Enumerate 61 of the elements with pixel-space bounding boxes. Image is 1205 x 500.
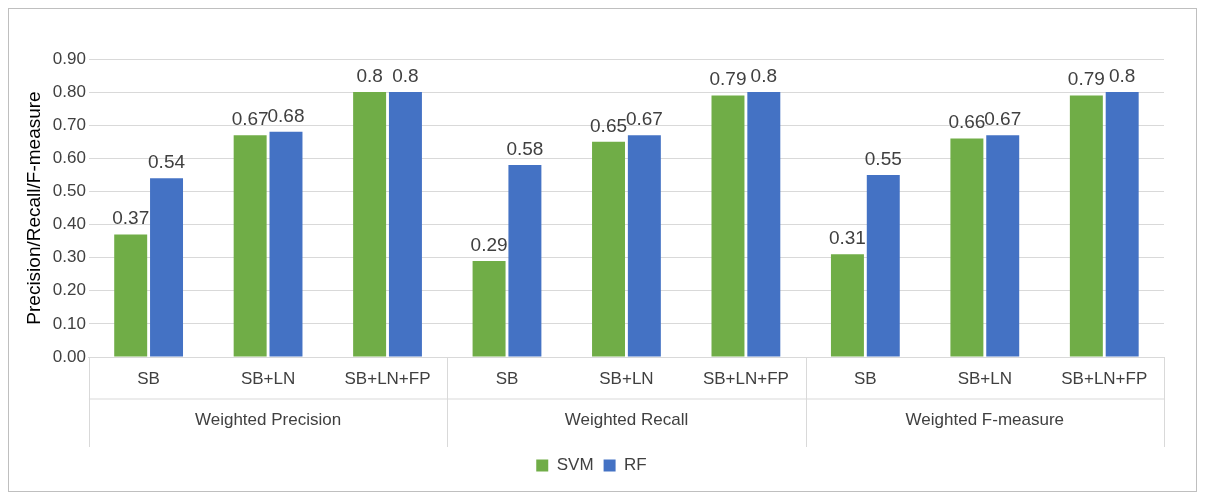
x-tick-label: SB <box>854 368 877 388</box>
bar <box>233 135 267 357</box>
data-label: 0.65 <box>590 114 628 136</box>
data-label: 0.8 <box>392 64 419 86</box>
legend-label: SVM <box>556 455 594 475</box>
data-label: 0.68 <box>267 104 305 126</box>
y-tick-label: 0.70 <box>52 114 86 134</box>
data-label: 0.67 <box>984 107 1022 129</box>
data-label: 0.55 <box>864 147 902 169</box>
bar <box>747 92 781 357</box>
bar <box>388 92 422 357</box>
x-tick-label: SB+LN <box>240 368 296 388</box>
bar <box>508 164 542 357</box>
bar <box>627 135 661 357</box>
data-label: 0.58 <box>506 137 544 159</box>
data-label: 0.66 <box>948 111 986 133</box>
data-label: 0.29 <box>470 233 508 255</box>
y-tick-label: 0.40 <box>52 214 86 234</box>
x-tick-label: SB+LN <box>599 368 654 388</box>
bar <box>1069 95 1103 357</box>
data-label: 0.31 <box>828 227 866 249</box>
bar <box>472 260 506 357</box>
data-label: 0.8 <box>1108 64 1136 86</box>
bar <box>866 174 900 357</box>
bar <box>986 135 1020 357</box>
y-tick-label: 0.90 <box>52 48 86 68</box>
bar <box>1105 92 1139 357</box>
data-label: 0.54 <box>148 150 186 172</box>
data-label: 0.67 <box>625 107 663 129</box>
x-tick-label: SB <box>137 368 160 388</box>
y-tick-label: 0.50 <box>52 181 86 201</box>
bar <box>950 138 984 357</box>
x-tick-label: SB+LN+FP <box>702 368 789 388</box>
y-tick-label: 0.20 <box>52 280 86 300</box>
text: Weighted Precision <box>194 409 342 429</box>
legend-label: RF <box>624 455 647 475</box>
bar <box>592 141 626 357</box>
bar <box>150 178 184 357</box>
y-tick-label: 0.10 <box>52 313 86 333</box>
data-label: 0.37 <box>112 207 150 229</box>
y-tick-label: 0.60 <box>52 148 86 168</box>
bar <box>830 254 864 357</box>
bar <box>711 95 745 357</box>
text: Weighted Recall <box>564 409 689 429</box>
data-label: 0.8 <box>356 64 383 86</box>
data-label: 0.8 <box>750 64 778 86</box>
x-tick-label: SB+LN <box>957 368 1012 388</box>
bar <box>269 131 303 357</box>
data-label: 0.79 <box>709 68 747 90</box>
y-tick-label: 0.30 <box>52 247 86 267</box>
bar <box>353 92 387 357</box>
y-tick-label: 0.00 <box>52 346 86 366</box>
bar <box>114 234 148 357</box>
text: Weighted F-measure <box>905 409 1065 429</box>
y-axis-title: Precision/Recall/F-measure <box>22 91 44 325</box>
data-label: 0.67 <box>231 107 269 129</box>
data-label: 0.79 <box>1067 68 1105 90</box>
x-tick-label: SB+LN+FP <box>344 368 431 388</box>
x-tick-label: SB <box>495 368 519 388</box>
x-tick-label: SB+LN+FP <box>1061 368 1148 388</box>
y-tick-label: 0.80 <box>52 81 86 101</box>
